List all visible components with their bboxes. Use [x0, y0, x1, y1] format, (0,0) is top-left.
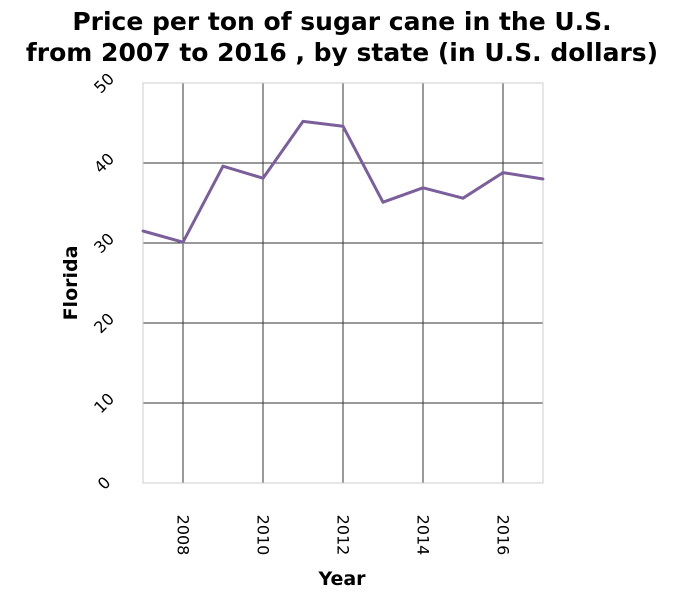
y-tick-label: 0	[94, 473, 115, 494]
data-point	[221, 164, 225, 168]
y-tick-label: 10	[90, 389, 118, 417]
y-tick-label: 50	[90, 69, 118, 97]
data-point	[141, 229, 145, 233]
data-series	[141, 119, 545, 244]
x-tick-label: 2008	[174, 515, 193, 556]
data-point	[181, 240, 185, 244]
data-point	[301, 120, 305, 123]
data-point	[421, 186, 425, 190]
x-tick-labels: 2008 2010 2012 2014 2016	[174, 515, 513, 556]
y-tick-labels: 0 10 20 30 40 50	[90, 69, 118, 493]
chart-title-line-2: from 2007 to 2016 , by state (in U.S. do…	[26, 38, 658, 67]
x-axis-label: Year	[317, 568, 366, 590]
data-point	[501, 171, 505, 175]
y-tick-label: 20	[90, 309, 118, 337]
chart-title-line-1: Price per ton of sugar cane in the U.S.	[72, 7, 611, 36]
data-point	[261, 176, 265, 180]
data-point	[381, 200, 385, 204]
y-axis-label: Florida	[60, 246, 82, 321]
x-tick-label: 2016	[494, 515, 513, 556]
data-point	[541, 177, 545, 181]
y-tick-label: 40	[90, 149, 118, 177]
y-tick-label: 30	[90, 229, 118, 257]
data-point	[461, 196, 465, 200]
x-tick-label: 2012	[334, 515, 353, 556]
data-point	[341, 124, 345, 128]
x-tick-label: 2014	[414, 515, 433, 556]
x-tick-label: 2010	[254, 515, 273, 556]
plot-area-frame	[142, 82, 544, 484]
gridlines	[143, 82, 543, 484]
